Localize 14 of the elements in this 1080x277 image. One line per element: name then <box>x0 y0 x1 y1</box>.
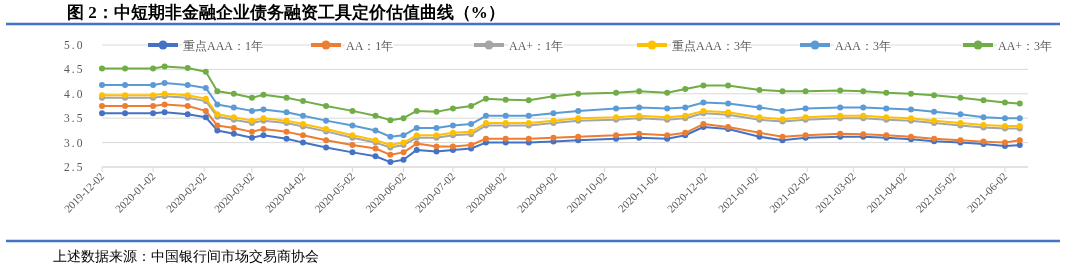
legend-label: AA+：3年 <box>998 39 1053 53</box>
text: 上述数据来源：中国银行间市场交易商协会 <box>53 249 319 264</box>
y-tick-label: 2.5 <box>64 161 85 173</box>
chart-title: 图 2：中短期非金融企业债务融资工具定价估值曲线（%） <box>67 3 505 22</box>
legend-label: AA+：1年 <box>509 39 564 53</box>
y-tick-label: 4.0 <box>64 87 85 100</box>
y-tick-label: 5.0 <box>64 39 85 51</box>
y-tick-label: 3.5 <box>64 112 85 125</box>
legend-label: 重点AAA：1年 <box>183 39 263 53</box>
legend-label: 重点AAA：3年 <box>672 39 752 53</box>
y-tick-label: 3.0 <box>64 136 85 149</box>
y-tick-label: 4.5 <box>64 63 85 76</box>
legend-label: AA：1年 <box>346 39 394 53</box>
legend-label: AAA：3年 <box>835 39 891 53</box>
